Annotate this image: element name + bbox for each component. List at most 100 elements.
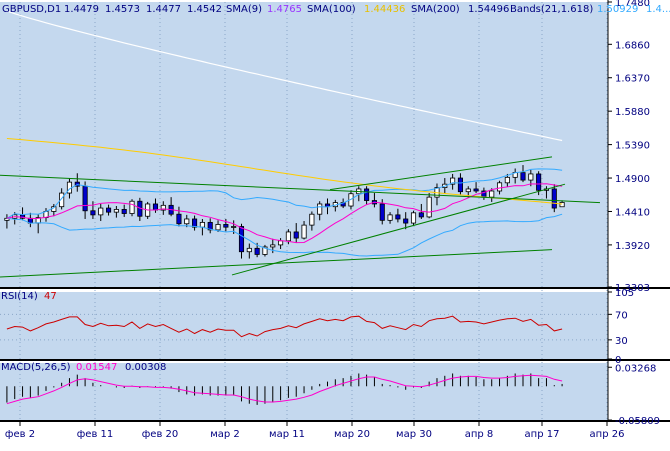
candle-body [121,209,127,214]
candle-body [379,203,385,221]
candle-body [176,213,182,225]
candle-body [364,188,370,201]
candle-body [293,231,299,239]
ohlc-high: 1.4573 [105,4,140,15]
candle-body [403,218,409,224]
bands-value: 1.50929 [597,4,638,15]
x-tick-label: мар 20 [334,429,370,440]
rsi-value: 47 [44,291,57,302]
x-tick-label: апр 8 [465,429,494,440]
ohlc-close: 1.4542 [187,4,222,15]
candle-body [184,218,190,225]
y-tick-label: 1.3920 [615,241,650,252]
candle-body [301,224,307,239]
main-panel [0,2,608,287]
candle-body [309,213,315,226]
rsi-tick-label: 30 [615,336,628,347]
ohlc-low: 1.4477 [146,4,181,15]
candle-body [207,221,213,231]
x-tick-label: апр 17 [525,429,560,440]
y-tick-label: 1.4410 [615,207,650,218]
candle-body [262,246,268,255]
candle-body [199,221,205,228]
candle-body [426,196,432,218]
candle-body [457,177,463,193]
rsi-panel [0,292,608,359]
candle-body [98,207,104,216]
ohlc-open: 1.4479 [64,4,99,15]
sma100-label: SMA(100) [307,4,356,15]
candle-body [192,218,198,228]
candle-body [215,224,221,231]
x-tick-label: мар 2 [210,429,240,440]
rsi-line [6,315,563,338]
y-tick-label: 1.4900 [615,174,650,185]
candle-body [238,226,245,253]
x-tick-label: фев 11 [77,429,114,440]
candle-body [160,204,166,211]
candle-body [520,172,526,181]
rsi-tick-label: 70 [615,310,628,321]
candle-body [90,210,96,216]
macd-label: MACD(5,26,5) [1,362,71,373]
candle-body [152,203,159,211]
rsi-tick-label: 105 [615,288,634,299]
sma100-line [6,138,563,205]
sma200-line [6,10,563,142]
candle-body [82,185,88,212]
sma9-label: SMA(9) [226,4,262,15]
candle-body [410,212,417,224]
sma9-line [6,183,563,244]
time-axis: фев 2 фев 11 фев 20 мар 2 мар 11 мар 20 мар 30… [5,421,625,440]
sma200-value: 1.54496 [468,4,509,15]
candle-body [246,247,252,253]
y-tick-label: 1.6370 [615,74,650,85]
bands-value-2: 1.4... [646,4,670,15]
y-tick-label: 1.3303 [615,283,650,294]
y-tick-label: 1.7480 [615,0,650,9]
y-tick-label: 1.6860 [615,40,650,51]
candle-body [395,214,401,220]
macd-value: 0.01547 [76,362,117,373]
candle-body [113,209,119,213]
candle-body [450,177,456,185]
price-axis: 1.7480 1.6860 1.6370 1.5880 1.5390 1.4900 1.44… [608,0,660,427]
bollinger-lower [6,213,563,257]
candle-body [231,226,237,228]
bollinger-upper [6,168,563,219]
x-tick-label: фев 2 [5,429,35,440]
candle-body [387,214,393,221]
candle-body [270,244,276,248]
candlestick-series [4,165,565,259]
y-tick-label: 1.5390 [615,141,650,152]
indicator-lines [0,10,601,278]
candle-body [504,176,510,184]
candle-body [278,240,284,246]
candle-body [129,200,135,214]
candle-body [536,173,542,191]
rsi-tick-label: 0 [615,355,621,366]
candle-body [223,224,229,228]
sma200-label: SMA(200) [411,4,460,15]
candle-body [528,173,534,181]
candle-body [496,182,503,192]
macd-signal-line [6,374,563,405]
x-tick-label: фев 20 [142,429,179,440]
candle-body [285,231,291,242]
macd-tick-label: -0.05809 [615,416,660,427]
trendline-rising-lower [231,183,566,276]
macd-tick-label: 0.03268 [615,363,656,374]
candle-body [551,188,557,209]
macd-signal-value: 0.00308 [125,362,166,373]
trendline-upper-channel [0,174,601,204]
legends: GBPUSD,D1 1.4479 1.4573 1.4477 1.4542 SM… [1,4,670,373]
trendline-rising-upper [329,156,553,191]
candle-body [254,247,260,255]
candle-body [418,212,424,218]
rsi-label: RSI(14) [1,291,38,302]
sma100-value: 1.44436 [364,4,405,15]
x-tick-label: апр 26 [590,429,625,440]
candle-body [59,192,65,208]
x-tick-label: мар 30 [396,429,432,440]
